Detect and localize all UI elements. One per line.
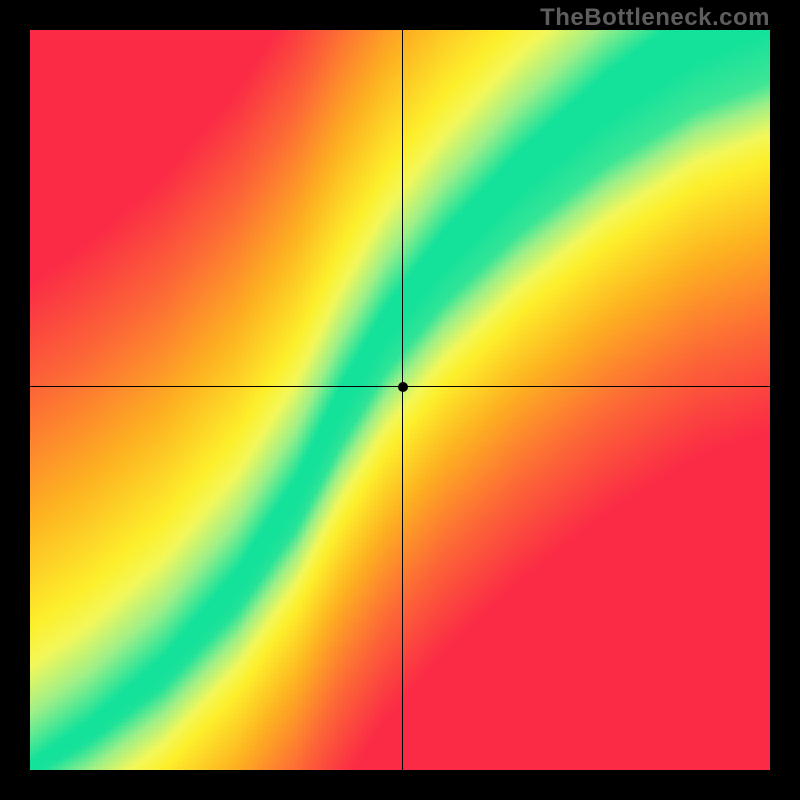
crosshair-vertical: [402, 30, 403, 770]
heatmap-canvas: [30, 30, 770, 770]
marker-dot: [398, 382, 408, 392]
watermark-label: TheBottleneck.com: [540, 4, 770, 32]
